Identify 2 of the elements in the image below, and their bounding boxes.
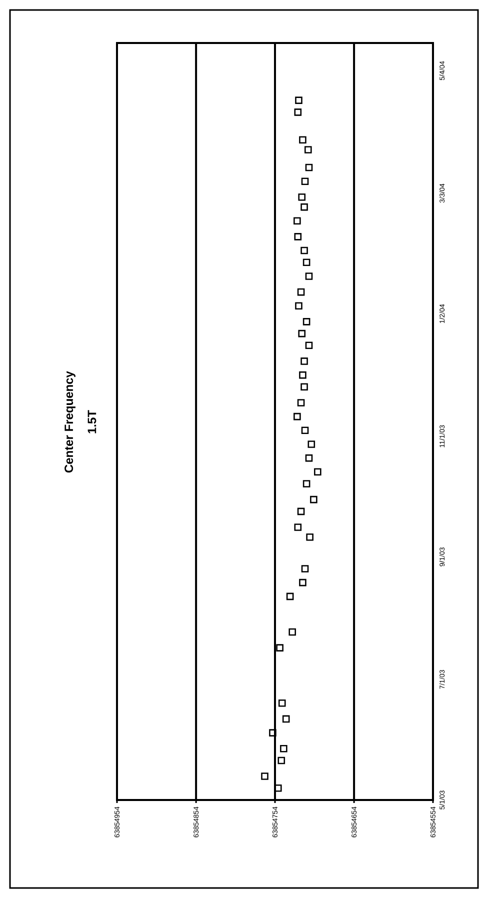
text: Center Frequency bbox=[64, 371, 76, 473]
text: 1.5T bbox=[88, 410, 96, 434]
